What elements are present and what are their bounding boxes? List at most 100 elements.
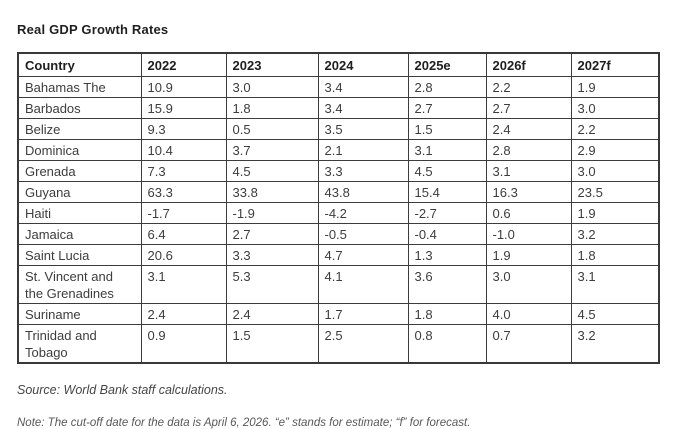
- table-row: Grenada 7.3 4.5 3.3 4.5 3.1 3.0: [17, 160, 660, 182]
- value-cell-2025e: 2.8: [407, 76, 487, 98]
- value-cell-2026f: 2.2: [485, 76, 572, 98]
- value-cell-2025e: 1.8: [407, 303, 487, 325]
- value-cell-2026f: 0.7: [485, 324, 572, 364]
- value-cell-2023: -1.9: [225, 202, 319, 224]
- value-cell-2022: 10.9: [140, 76, 227, 98]
- value-cell-2023: 1.8: [225, 97, 319, 119]
- value-cell-2027f: 3.0: [570, 97, 660, 119]
- country-cell: Guyana: [17, 181, 142, 203]
- value-cell-2025e: -0.4: [407, 223, 487, 245]
- value-cell-2022: 3.1: [140, 265, 227, 304]
- value-cell-2022: 7.3: [140, 160, 227, 182]
- value-cell-2027f: 4.5: [570, 303, 660, 325]
- country-cell: Grenada: [17, 160, 142, 182]
- source-note: Source: World Bank staff calculations.: [17, 383, 228, 397]
- gdp-growth-table: Country 2022 2023 2024 2025e 2026f 2027f…: [17, 52, 660, 364]
- value-cell-2022: 63.3: [140, 181, 227, 203]
- column-header-2027f: 2027f: [570, 52, 660, 77]
- value-cell-2025e: 2.7: [407, 97, 487, 119]
- column-header-2022: 2022: [140, 52, 227, 77]
- value-cell-2024: 3.5: [317, 118, 409, 140]
- value-cell-2024: 2.5: [317, 324, 409, 364]
- value-cell-2023: 0.5: [225, 118, 319, 140]
- value-cell-2025e: 3.6: [407, 265, 487, 304]
- table-row: St. Vincent and the Grenadines 3.1 5.3 4…: [17, 265, 660, 304]
- page-title: Real GDP Growth Rates: [17, 22, 169, 37]
- value-cell-2023: 3.3: [225, 244, 319, 266]
- country-cell: Bahamas The: [17, 76, 142, 98]
- column-header-2025e: 2025e: [407, 52, 487, 77]
- value-cell-2025e: 0.8: [407, 324, 487, 364]
- value-cell-2027f: 1.9: [570, 202, 660, 224]
- value-cell-2026f: 1.9: [485, 244, 572, 266]
- value-cell-2022: 2.4: [140, 303, 227, 325]
- value-cell-2022: 15.9: [140, 97, 227, 119]
- table-row: Guyana 63.3 33.8 43.8 15.4 16.3 23.5: [17, 181, 660, 203]
- column-header-country: Country: [17, 52, 142, 77]
- table-row: Suriname 2.4 2.4 1.7 1.8 4.0 4.5: [17, 303, 660, 325]
- country-cell: Dominica: [17, 139, 142, 161]
- table-row: Bahamas The 10.9 3.0 3.4 2.8 2.2 1.9: [17, 76, 660, 98]
- value-cell-2026f: 0.6: [485, 202, 572, 224]
- value-cell-2024: 4.7: [317, 244, 409, 266]
- value-cell-2027f: 23.5: [570, 181, 660, 203]
- value-cell-2023: 2.7: [225, 223, 319, 245]
- country-cell: Trinidad and Tobago: [17, 324, 142, 364]
- country-cell: Suriname: [17, 303, 142, 325]
- value-cell-2023: 4.5: [225, 160, 319, 182]
- value-cell-2026f: 3.1: [485, 160, 572, 182]
- value-cell-2026f: 2.7: [485, 97, 572, 119]
- value-cell-2023: 2.4: [225, 303, 319, 325]
- value-cell-2025e: 15.4: [407, 181, 487, 203]
- value-cell-2023: 5.3: [225, 265, 319, 304]
- value-cell-2024: 3.4: [317, 76, 409, 98]
- value-cell-2024: 3.3: [317, 160, 409, 182]
- value-cell-2024: -0.5: [317, 223, 409, 245]
- table-row: Jamaica 6.4 2.7 -0.5 -0.4 -1.0 3.2: [17, 223, 660, 245]
- country-cell: St. Vincent and the Grenadines: [17, 265, 142, 304]
- table-row: Barbados 15.9 1.8 3.4 2.7 2.7 3.0: [17, 97, 660, 119]
- country-cell: Belize: [17, 118, 142, 140]
- table-row: Trinidad and Tobago 0.9 1.5 2.5 0.8 0.7 …: [17, 324, 660, 364]
- value-cell-2026f: 2.4: [485, 118, 572, 140]
- value-cell-2024: 4.1: [317, 265, 409, 304]
- value-cell-2022: 10.4: [140, 139, 227, 161]
- value-cell-2027f: 3.2: [570, 223, 660, 245]
- column-header-2023: 2023: [225, 52, 319, 77]
- value-cell-2022: 0.9: [140, 324, 227, 364]
- value-cell-2026f: -1.0: [485, 223, 572, 245]
- value-cell-2027f: 1.9: [570, 76, 660, 98]
- value-cell-2025e: -2.7: [407, 202, 487, 224]
- value-cell-2027f: 2.2: [570, 118, 660, 140]
- value-cell-2022: 9.3: [140, 118, 227, 140]
- table-row: Belize 9.3 0.5 3.5 1.5 2.4 2.2: [17, 118, 660, 140]
- value-cell-2022: 6.4: [140, 223, 227, 245]
- country-cell: Haiti: [17, 202, 142, 224]
- value-cell-2025e: 1.5: [407, 118, 487, 140]
- value-cell-2024: 43.8: [317, 181, 409, 203]
- value-cell-2025e: 4.5: [407, 160, 487, 182]
- column-header-2024: 2024: [317, 52, 409, 77]
- value-cell-2026f: 16.3: [485, 181, 572, 203]
- value-cell-2022: 20.6: [140, 244, 227, 266]
- country-cell: Barbados: [17, 97, 142, 119]
- value-cell-2024: -4.2: [317, 202, 409, 224]
- table-row: Dominica 10.4 3.7 2.1 3.1 2.8 2.9: [17, 139, 660, 161]
- value-cell-2027f: 1.8: [570, 244, 660, 266]
- value-cell-2026f: 3.0: [485, 265, 572, 304]
- value-cell-2023: 3.0: [225, 76, 319, 98]
- value-cell-2025e: 3.1: [407, 139, 487, 161]
- column-header-2026f: 2026f: [485, 52, 572, 77]
- value-cell-2026f: 4.0: [485, 303, 572, 325]
- table-row: Haiti -1.7 -1.9 -4.2 -2.7 0.6 1.9: [17, 202, 660, 224]
- value-cell-2027f: 3.2: [570, 324, 660, 364]
- cutoff-note: Note: The cut-off date for the data is A…: [17, 417, 471, 429]
- value-cell-2025e: 1.3: [407, 244, 487, 266]
- value-cell-2026f: 2.8: [485, 139, 572, 161]
- value-cell-2027f: 3.0: [570, 160, 660, 182]
- country-cell: Saint Lucia: [17, 244, 142, 266]
- value-cell-2027f: 3.1: [570, 265, 660, 304]
- value-cell-2024: 3.4: [317, 97, 409, 119]
- value-cell-2023: 3.7: [225, 139, 319, 161]
